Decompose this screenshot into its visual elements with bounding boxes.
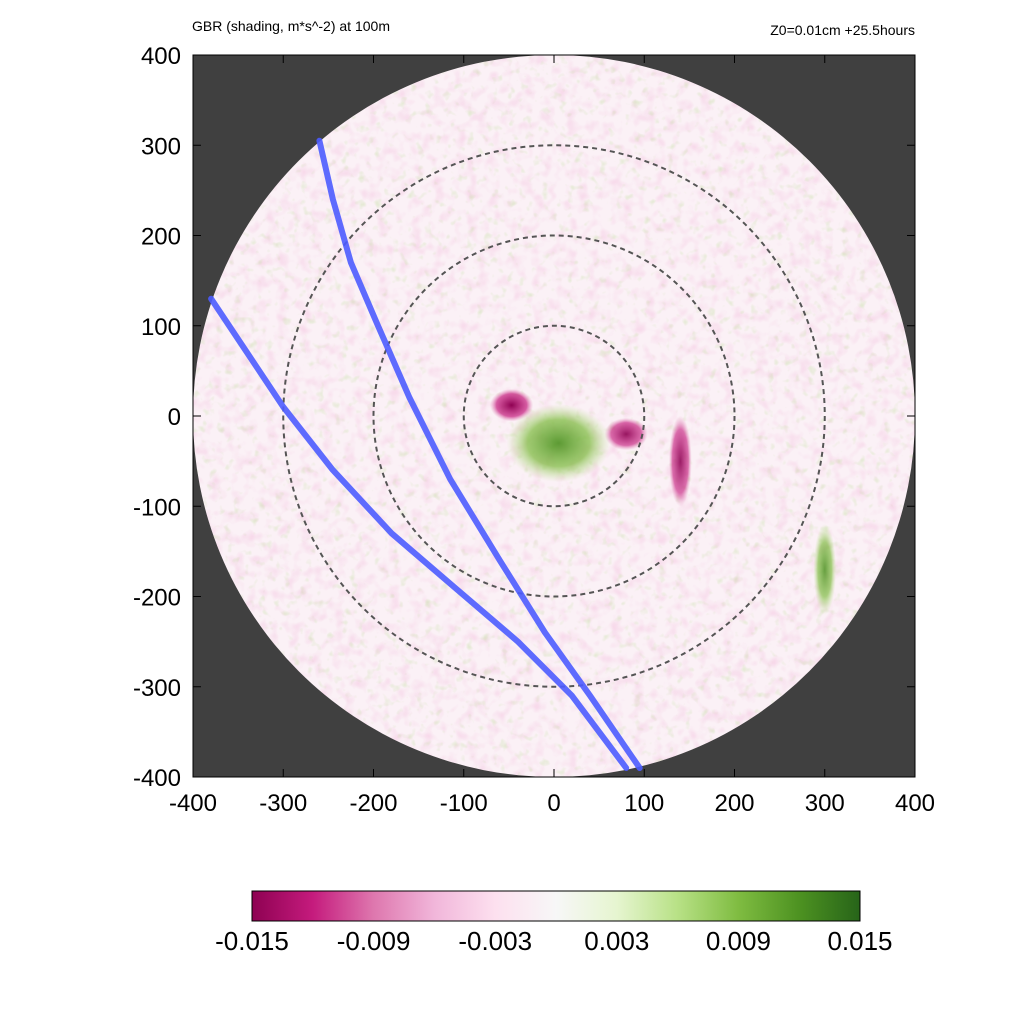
range-ring-300	[282, 144, 826, 688]
x-tick-label: -300	[259, 790, 307, 817]
plot-subtitle: Z0=0.01cm +25.5hours	[770, 22, 915, 38]
feature-positive-core	[506, 404, 611, 483]
colorbar-tick-label: -0.003	[458, 926, 532, 956]
x-tick-label: -100	[440, 790, 488, 817]
storm-tracks	[208, 137, 643, 771]
colorbar-tick-label: 0.009	[706, 926, 771, 956]
heatmap-disk	[193, 55, 915, 777]
axes: -400 -300 -200 -100 0 100 200 300 400 -400 -300 -20…	[133, 43, 935, 817]
y-tick-label: -400	[133, 765, 181, 792]
heatmap-features	[489, 388, 837, 615]
feature-positive-rainband	[813, 523, 837, 615]
y-tick-label: 0	[168, 404, 181, 431]
x-tick-label: 400	[895, 790, 935, 817]
x-tick-label: -200	[349, 790, 397, 817]
y-tick-label: 400	[141, 43, 181, 70]
range-ring-200	[372, 234, 736, 598]
x-tick-label: -400	[169, 790, 217, 817]
x-tick-label: 200	[714, 790, 754, 817]
y-tick-label: 200	[141, 224, 181, 251]
colorbar-bar	[251, 890, 861, 922]
feature-negative-eyewall	[604, 417, 648, 451]
colorbar-tick-label: 0.003	[584, 926, 649, 956]
x-tick-label: 0	[547, 790, 560, 817]
feature-negative-rainband	[668, 415, 692, 507]
y-tick-label: 100	[141, 314, 181, 341]
range-rings	[282, 144, 826, 688]
y-tick-label: -300	[133, 675, 181, 702]
colorbar-tick-label: -0.009	[337, 926, 411, 956]
plot-title: GBR (shading, m*s^-2) at 100m	[192, 18, 390, 34]
x-tick-label: 100	[624, 790, 664, 817]
colorbar-tick-label: -0.015	[215, 926, 289, 956]
range-ring-100	[462, 324, 646, 508]
y-tick-label: -100	[133, 494, 181, 521]
feature-strong-negative-blob	[489, 388, 534, 422]
storm-track-1	[316, 137, 643, 771]
y-tick-label: 300	[141, 133, 181, 160]
colorbar-tick-label: 0.015	[827, 926, 892, 956]
storm-track-2	[208, 295, 630, 771]
x-tick-label: 300	[805, 790, 845, 817]
colorbar: -0.015 -0.009 -0.003 0.003 0.009 0.015	[215, 890, 893, 956]
y-tick-label: -200	[133, 585, 181, 612]
